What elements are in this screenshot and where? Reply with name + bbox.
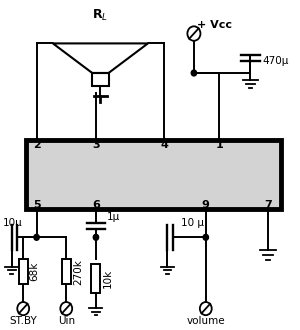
Bar	[92, 264, 100, 293]
Text: 10 μ: 10 μ	[181, 217, 204, 227]
Text: 6: 6	[92, 200, 100, 211]
Circle shape	[191, 70, 196, 76]
Bar	[62, 259, 71, 284]
Text: 1μ: 1μ	[106, 212, 120, 221]
Circle shape	[203, 234, 208, 240]
Text: R$_L$: R$_L$	[92, 8, 108, 23]
Bar	[19, 259, 28, 284]
Text: 1: 1	[215, 140, 223, 149]
Text: 7: 7	[264, 200, 272, 211]
Circle shape	[34, 234, 39, 240]
Circle shape	[93, 234, 99, 240]
Text: 2: 2	[33, 140, 41, 149]
Text: Uin: Uin	[58, 316, 75, 326]
Text: 9: 9	[202, 200, 210, 211]
Text: 68k: 68k	[30, 262, 40, 281]
Text: 3: 3	[92, 140, 100, 149]
Bar	[26, 140, 281, 209]
Text: 5: 5	[33, 200, 41, 211]
Polygon shape	[53, 44, 148, 73]
Text: volume: volume	[187, 316, 225, 326]
Text: 10μ: 10μ	[3, 217, 23, 227]
Text: ST.BY: ST.BY	[9, 316, 37, 326]
Bar	[92, 73, 109, 86]
Text: + Vcc: + Vcc	[197, 20, 232, 30]
Text: 4: 4	[160, 140, 168, 149]
Text: 10k: 10k	[103, 269, 112, 288]
Text: 270k: 270k	[73, 259, 83, 285]
Text: 470μ: 470μ	[262, 56, 289, 66]
